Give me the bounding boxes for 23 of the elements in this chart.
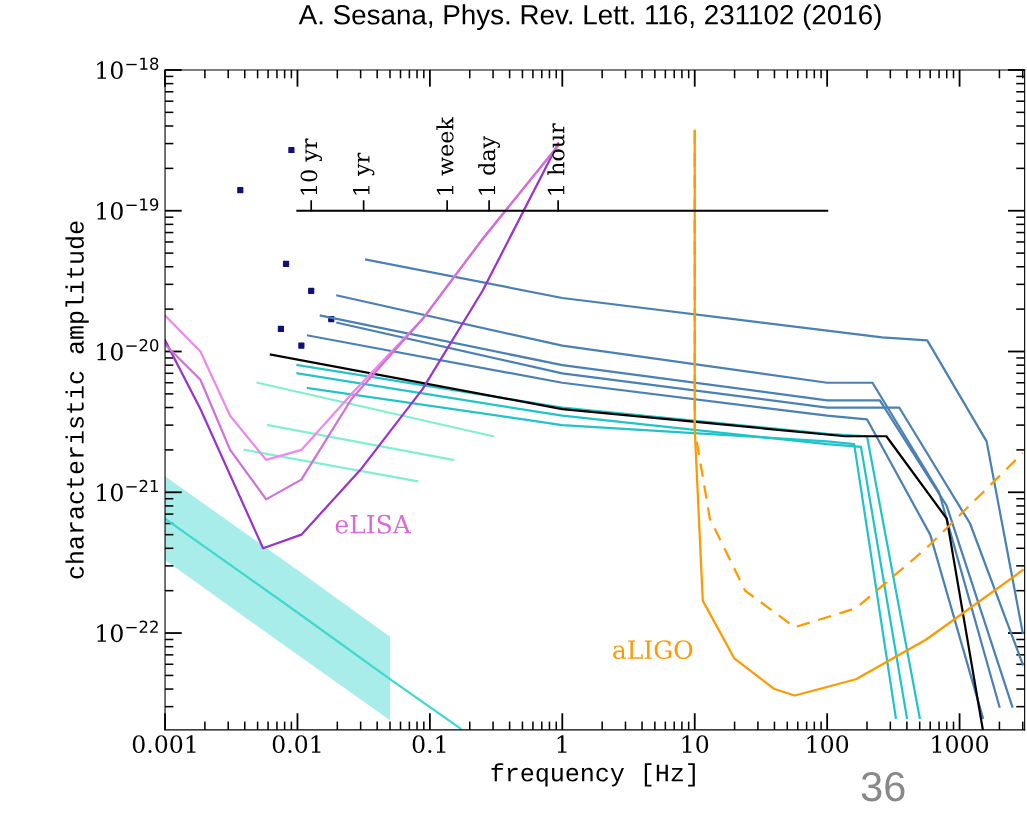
x-tick-label: 0.01 — [272, 735, 321, 754]
chart-title: A. Sesana, Phys. Rev. Lett. 116, 231102 (2016) — [298, 4, 881, 31]
x-tick-label: 0.001 — [132, 735, 196, 754]
y-tick-label: 10$^{−19}$ — [97, 198, 159, 220]
annotation: 1 week — [436, 116, 454, 195]
x-axis-title: frequency [Hz] — [491, 763, 695, 787]
x-tick-label: 0.1 — [412, 735, 446, 754]
y-axis-title: characteristic amplitude — [65, 221, 89, 579]
x-tick-label: 1000 — [932, 735, 989, 754]
x-tick-label: 100 — [807, 735, 849, 754]
y-tick-label: 10$^{−22}$ — [97, 620, 158, 643]
x-tick-label: 10 — [682, 735, 709, 754]
annotation: aLIGO — [613, 640, 693, 660]
text: 36 — [861, 771, 905, 802]
annotation: 1 yr — [352, 152, 375, 195]
y-tick-label: 10$^{−21}$ — [97, 479, 158, 502]
y-tick-label: 10$^{−18}$ — [97, 57, 159, 80]
annotation: 1 hour — [547, 123, 565, 195]
annotation: 1 day — [478, 135, 501, 195]
y-tick-label: 10$^{−20}$ — [97, 338, 159, 361]
annotation: eLISA — [335, 514, 412, 534]
annotation: 10 yr — [300, 138, 322, 195]
x-tick-label: 1 — [557, 735, 567, 753]
